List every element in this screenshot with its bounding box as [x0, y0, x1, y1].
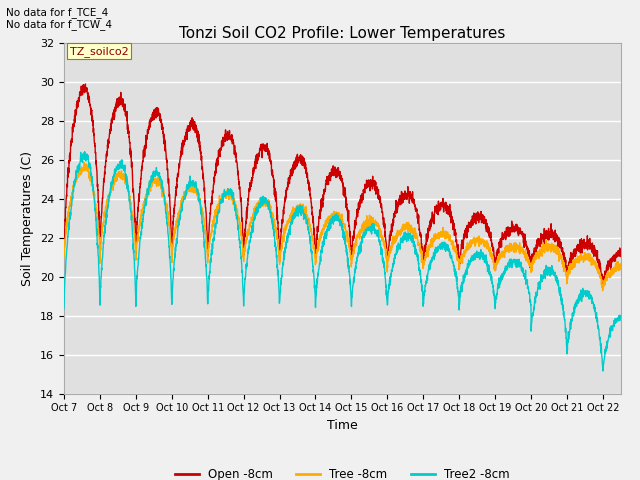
Title: Tonzi Soil CO2 Profile: Lower Temperatures: Tonzi Soil CO2 Profile: Lower Temperatur…	[179, 25, 506, 41]
Text: No data for f_TCE_4: No data for f_TCE_4	[6, 7, 109, 18]
Text: TZ_soilco2: TZ_soilco2	[70, 46, 128, 57]
Legend: Open -8cm, Tree -8cm, Tree2 -8cm: Open -8cm, Tree -8cm, Tree2 -8cm	[170, 463, 515, 480]
X-axis label: Time: Time	[327, 419, 358, 432]
Y-axis label: Soil Temperatures (C): Soil Temperatures (C)	[22, 151, 35, 286]
Text: No data for f_TCW_4: No data for f_TCW_4	[6, 19, 113, 30]
